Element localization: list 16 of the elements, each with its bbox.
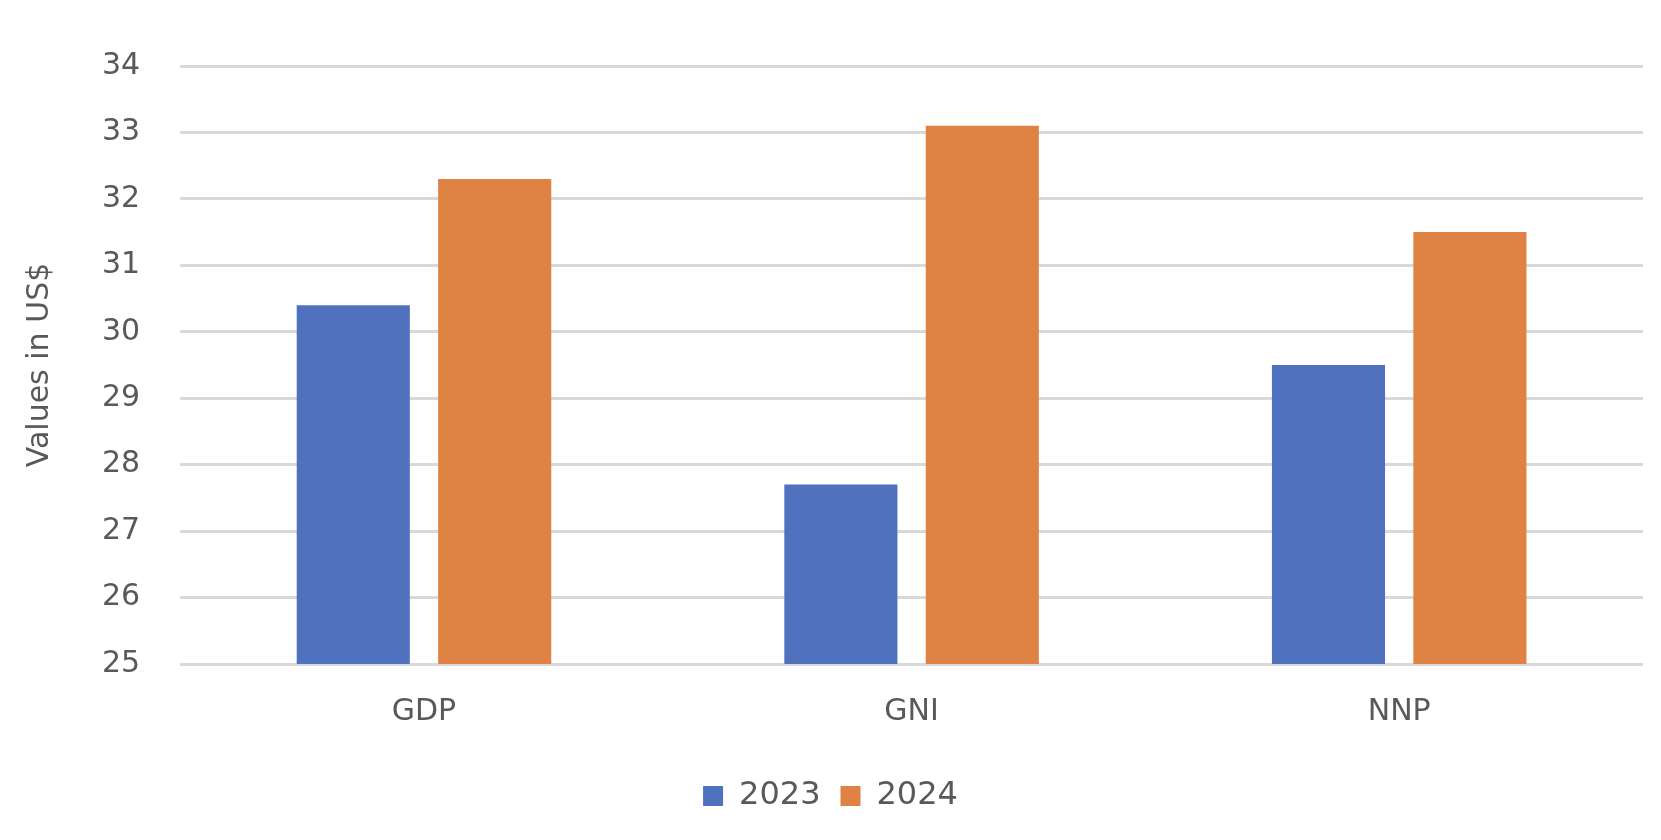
x-tick-label: GDP <box>391 691 457 727</box>
y-tick-label: 27 <box>101 510 141 546</box>
x-tick-label: NNP <box>1367 691 1431 727</box>
y-tick-label: 34 <box>101 45 141 81</box>
y-tick-label: 29 <box>101 378 141 414</box>
y-tick-label: 28 <box>101 444 141 480</box>
y-tick-label: 30 <box>101 311 141 347</box>
y-tick-label: 33 <box>101 112 141 148</box>
y-tick-label: 25 <box>101 643 141 679</box>
x-tick-label: GNI <box>884 691 939 727</box>
legend-label: 2023 <box>739 774 821 813</box>
y-tick-label: 32 <box>101 178 141 214</box>
legend-label: 2024 <box>876 774 958 813</box>
y-tick-label: 26 <box>101 577 141 613</box>
y-tick-label: 31 <box>101 245 141 281</box>
y-axis-title: Values in US$ <box>19 262 55 468</box>
